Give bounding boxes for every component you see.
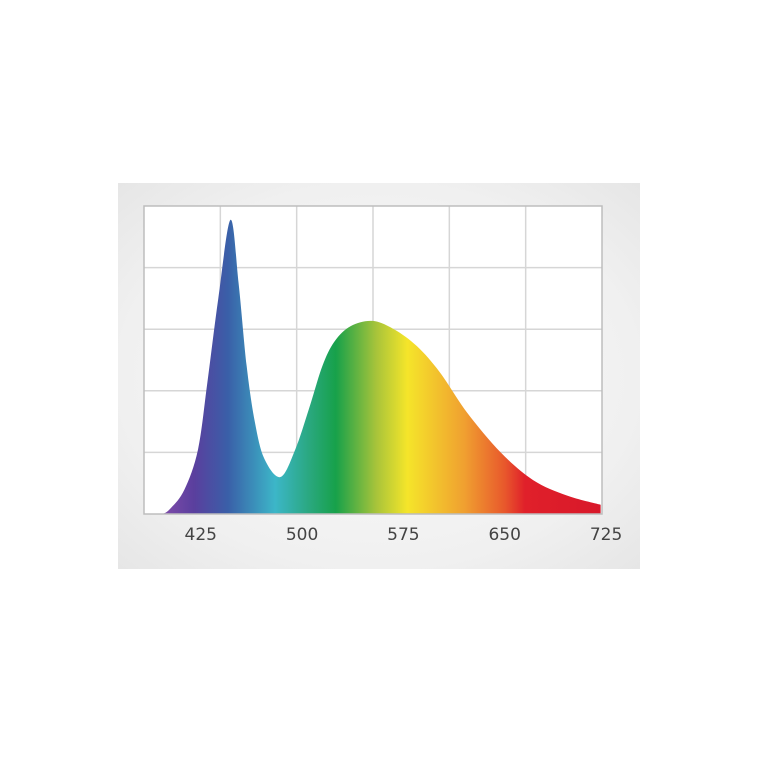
spectrum-chart: 425 500 575 650 725 [143,205,622,545]
spectrum-area [144,219,601,515]
x-tick-label: 575 [387,525,419,545]
x-tick-label: 650 [488,525,520,545]
plot-border [143,205,603,515]
chart-panel: 425 500 575 650 725 [118,183,640,569]
x-tick-label: 425 [185,525,217,545]
x-tick-label: 500 [286,525,318,545]
x-tick-label: 725 [590,525,622,545]
